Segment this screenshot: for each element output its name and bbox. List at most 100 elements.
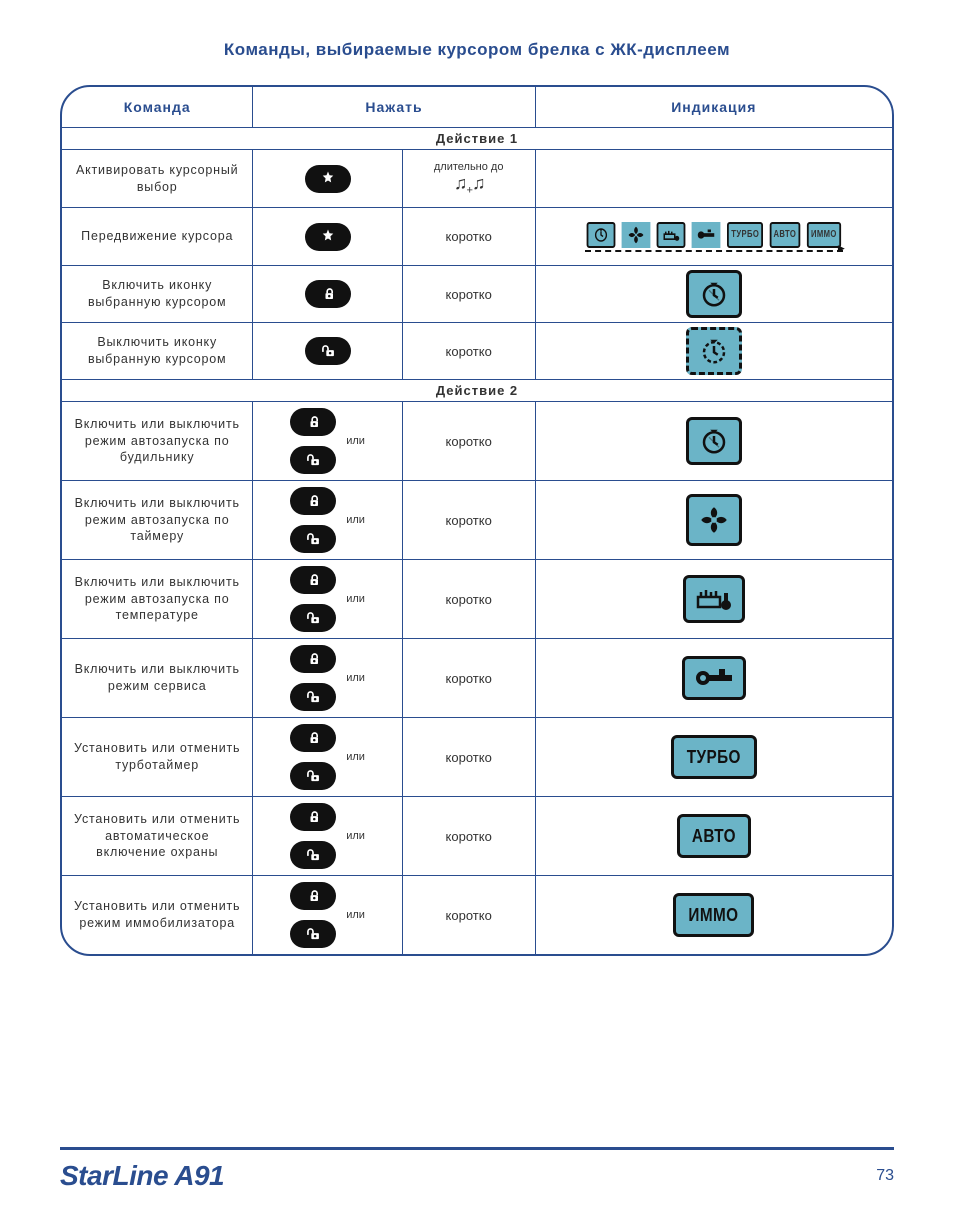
avto-lcd-icon: АВТО: [677, 814, 751, 858]
section-1-label: Действие 1: [62, 128, 892, 150]
indication-cell: [535, 150, 892, 208]
table-row: Включить или выключить режим автозапуска…: [62, 402, 892, 481]
press-btn-cell: или: [253, 639, 402, 718]
or-label: или: [346, 435, 365, 447]
unlock-button-icon: [290, 683, 336, 711]
or-label: или: [346, 830, 365, 842]
long-until-label: длительно до: [409, 161, 529, 173]
press-btn-cell: или: [253, 402, 402, 481]
commands-table-frame: Команда Нажать Индикация Действие 1 Акти…: [60, 85, 894, 956]
unlock-button-icon: [290, 841, 336, 869]
cmd-cell: Установить или отменить турботаймер: [62, 718, 253, 797]
press-note-cell: коротко: [402, 876, 535, 955]
press-note-cell: коротко: [402, 481, 535, 560]
indication-cell: ТУРБО: [535, 718, 892, 797]
cursor-arrow-icon: [585, 250, 843, 252]
unlock-button-icon: [290, 525, 336, 553]
unlock-button-icon: [290, 762, 336, 790]
table-row: Передвижение курсора коротко ТУРБО АВТО …: [62, 208, 892, 266]
press-note-cell: коротко: [402, 323, 535, 380]
immo-lcd-icon: ИММО: [673, 893, 754, 937]
press-btn-cell: или: [253, 560, 402, 639]
press-btn-cell: [253, 266, 402, 323]
unlock-button-icon: [305, 337, 351, 365]
header-cmd: Команда: [62, 87, 253, 128]
press-note-cell: коротко: [402, 208, 535, 266]
cursor-strip-icon: ТУРБО АВТО ИММО: [585, 222, 843, 252]
press-btn-cell: или: [253, 876, 402, 955]
lock-button-icon: [305, 280, 351, 308]
table-row: Включить или выключить режим автозапуска…: [62, 481, 892, 560]
press-note-cell: коротко: [402, 639, 535, 718]
press-btn-cell: или: [253, 718, 402, 797]
cmd-cell: Установить или отменить автоматическое в…: [62, 797, 253, 876]
press-note-cell: коротко: [402, 560, 535, 639]
indication-cell: [535, 323, 892, 380]
lock-button-icon: [290, 803, 336, 831]
indication-cell: [535, 481, 892, 560]
table-row: Установить или отменить автоматическое в…: [62, 797, 892, 876]
or-label: или: [346, 593, 365, 605]
star-button-icon: [305, 223, 351, 251]
unlock-button-icon: [290, 920, 336, 948]
cmd-cell: Включить или выключить режим автозапуска…: [62, 481, 253, 560]
turbo-lcd-icon: ТУРБО: [671, 735, 757, 779]
table-row: Установить или отменить режим иммобилиза…: [62, 876, 892, 955]
cmd-cell: Установить или отменить режим иммобилиза…: [62, 876, 253, 955]
wrench-lcd-icon: [682, 656, 746, 700]
section-2-label: Действие 2: [62, 380, 892, 402]
indication-cell: ИММО: [535, 876, 892, 955]
commands-table: Команда Нажать Индикация Действие 1 Акти…: [62, 87, 892, 954]
indication-cell: АВТО: [535, 797, 892, 876]
press-btn-cell: или: [253, 797, 402, 876]
cmd-cell: Передвижение курсора: [62, 208, 253, 266]
table-row: Включить иконку выбранную курсором корот…: [62, 266, 892, 323]
or-label: или: [346, 514, 365, 526]
cmd-cell: Выключить иконку выбранную курсором: [62, 323, 253, 380]
or-label: или: [346, 751, 365, 763]
table-row: Включить или выключить режим сервиса или…: [62, 639, 892, 718]
cmd-cell: Активировать курсорный выбор: [62, 150, 253, 208]
or-label: или: [346, 909, 365, 921]
lock-button-icon: [290, 882, 336, 910]
fan-lcd-icon: [686, 494, 742, 546]
press-note-cell: длительно до ♫ + ♫: [402, 150, 535, 208]
music-notes-icon: ♫ + ♫: [409, 173, 529, 197]
indication-cell: [535, 266, 892, 323]
press-note-cell: коротко: [402, 797, 535, 876]
page-footer: StarLine A91 73: [60, 1147, 894, 1192]
lock-button-icon: [290, 566, 336, 594]
star-button-icon: [305, 165, 351, 193]
unlock-button-icon: [290, 604, 336, 632]
cmd-cell: Включить иконку выбранную курсором: [62, 266, 253, 323]
header-indication: Индикация: [535, 87, 892, 128]
unlock-button-icon: [290, 446, 336, 474]
clock-lcd-icon: [686, 270, 742, 318]
cmd-cell: Включить или выключить режим автозапуска…: [62, 402, 253, 481]
table-row: Выключить иконку выбранную курсором коро…: [62, 323, 892, 380]
press-note-cell: коротко: [402, 402, 535, 481]
brand-label: StarLine A91: [60, 1160, 224, 1192]
cmd-cell: Включить или выключить режим сервиса: [62, 639, 253, 718]
header-row: Команда Нажать Индикация: [62, 87, 892, 128]
lock-button-icon: [290, 645, 336, 673]
table-row: Включить или выключить режим автозапуска…: [62, 560, 892, 639]
thermo-lcd-icon: [683, 575, 745, 623]
lock-button-icon: [290, 487, 336, 515]
table-row: Активировать курсорный выбор длительно д…: [62, 150, 892, 208]
page-number: 73: [876, 1167, 894, 1185]
press-btn-cell: или: [253, 481, 402, 560]
lock-button-icon: [290, 408, 336, 436]
clock-dashed-lcd-icon: [686, 327, 742, 375]
press-btn-cell: [253, 323, 402, 380]
press-note-cell: коротко: [402, 266, 535, 323]
indication-cell: [535, 639, 892, 718]
section-2-row: Действие 2: [62, 380, 892, 402]
cmd-cell: Включить или выключить режим автозапуска…: [62, 560, 253, 639]
clock-lcd-icon: [686, 417, 742, 465]
press-note-cell: коротко: [402, 718, 535, 797]
indication-cell: [535, 402, 892, 481]
page-title: Команды, выбираемые курсором брелка с ЖК…: [60, 40, 894, 60]
indication-cell: [535, 560, 892, 639]
press-btn-cell: [253, 208, 402, 266]
